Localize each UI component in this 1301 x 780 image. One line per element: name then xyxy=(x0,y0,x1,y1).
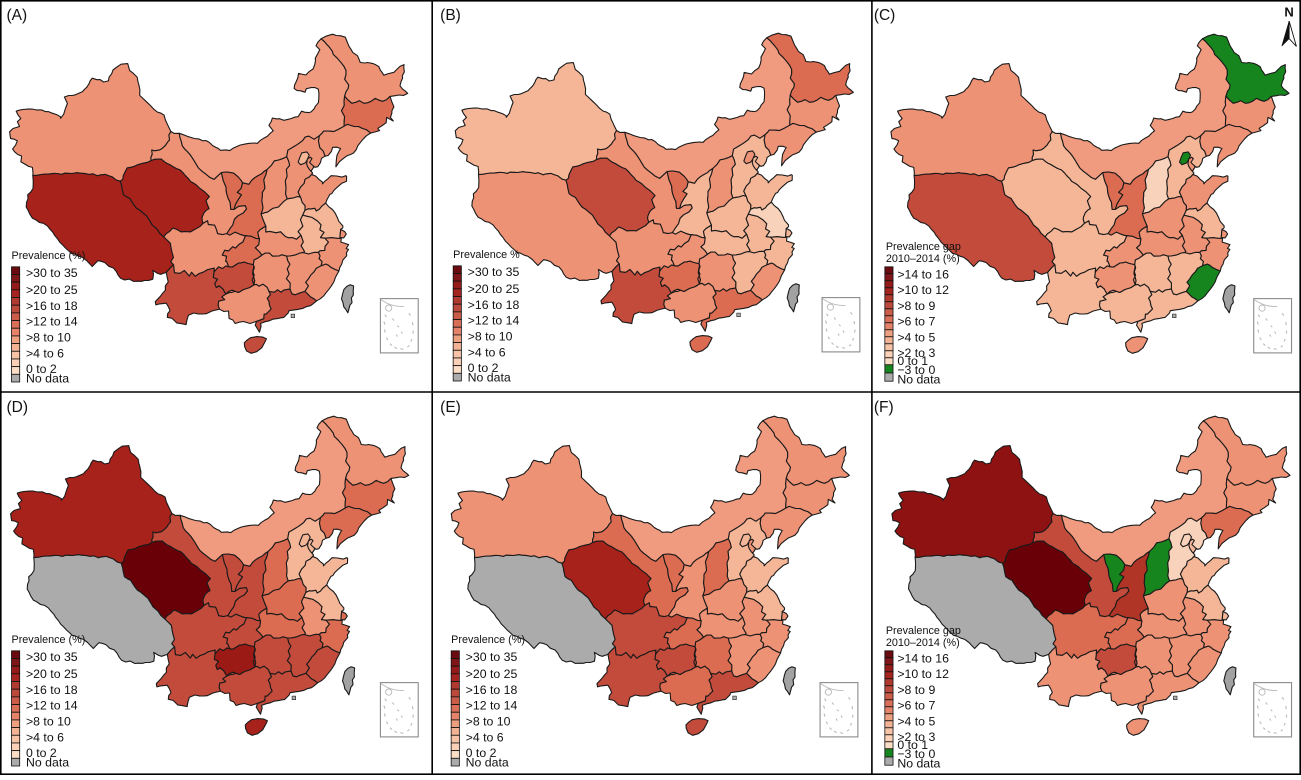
svg-text:>4 to 6: >4 to 6 xyxy=(466,731,504,745)
svg-text:0 to 2: 0 to 2 xyxy=(26,746,57,760)
svg-text:>20 to 25: >20 to 25 xyxy=(26,667,78,681)
svg-text:>16 to 18: >16 to 18 xyxy=(26,299,78,313)
svg-text:Prevalence gap: Prevalence gap xyxy=(886,241,961,253)
svg-text:>16 to 18: >16 to 18 xyxy=(468,298,520,312)
svg-text:Prevalence %: Prevalence % xyxy=(453,249,520,261)
svg-text:>16 to 18: >16 to 18 xyxy=(466,683,518,697)
svg-text:>4 to 5: >4 to 5 xyxy=(897,714,935,728)
svg-text:>20 to 25: >20 to 25 xyxy=(26,283,78,297)
svg-text:>30 to 35: >30 to 35 xyxy=(468,265,520,279)
svg-text:No data: No data xyxy=(468,370,511,384)
svg-text:>10 to 12: >10 to 12 xyxy=(897,667,949,681)
svg-text:>12 to 14: >12 to 14 xyxy=(468,314,520,328)
svg-text:>4 to 6: >4 to 6 xyxy=(26,731,64,745)
svg-text:>12 to 14: >12 to 14 xyxy=(26,315,78,329)
svg-text:>12 to 14: >12 to 14 xyxy=(466,699,518,713)
svg-text:N: N xyxy=(1284,5,1293,20)
svg-text:Prevalence (%): Prevalence (%) xyxy=(12,634,86,646)
svg-text:>2 to 3: >2 to 3 xyxy=(897,730,935,744)
svg-text:>12 to 14: >12 to 14 xyxy=(26,699,78,713)
svg-text:>16 to 18: >16 to 18 xyxy=(26,683,78,697)
svg-text:>4 to 5: >4 to 5 xyxy=(897,330,935,344)
svg-text:>2 to 3: >2 to 3 xyxy=(897,346,935,360)
svg-text:−3 to 0: −3 to 0 xyxy=(897,363,935,377)
svg-text:>6 to 7: >6 to 7 xyxy=(897,698,935,712)
svg-text:(C): (C) xyxy=(874,7,896,24)
svg-text:0 to 2: 0 to 2 xyxy=(26,362,57,376)
svg-text:>30 to 35: >30 to 35 xyxy=(466,650,518,664)
svg-text:2010–2014 (%): 2010–2014 (%) xyxy=(886,637,960,649)
svg-text:>20 to 25: >20 to 25 xyxy=(466,667,518,681)
svg-text:Prevalence (%): Prevalence (%) xyxy=(12,250,86,262)
svg-text:>4 to 6: >4 to 6 xyxy=(468,346,506,360)
svg-text:No data: No data xyxy=(26,755,69,769)
svg-text:>8 to 10: >8 to 10 xyxy=(26,715,71,729)
svg-text:Prevalence gap: Prevalence gap xyxy=(886,625,961,637)
svg-text:>4 to 6: >4 to 6 xyxy=(26,347,64,361)
svg-text:>8 to 9: >8 to 9 xyxy=(897,683,935,697)
svg-text:(D): (D) xyxy=(7,399,29,416)
svg-text:>8 to 9: >8 to 9 xyxy=(897,299,935,313)
svg-text:>30 to 35: >30 to 35 xyxy=(26,266,78,280)
svg-text:2010–2014 (%): 2010–2014 (%) xyxy=(886,253,960,265)
svg-text:(A): (A) xyxy=(7,7,28,24)
svg-text:>10 to 12: >10 to 12 xyxy=(897,283,949,297)
svg-text:(E): (E) xyxy=(440,399,461,416)
svg-text:0 to 2: 0 to 2 xyxy=(468,361,499,375)
svg-text:−3 to 0: −3 to 0 xyxy=(897,747,935,761)
svg-text:>8 to 10: >8 to 10 xyxy=(466,715,511,729)
svg-text:Prevalence (%): Prevalence (%) xyxy=(451,634,525,646)
svg-text:No data: No data xyxy=(897,757,940,771)
svg-text:(B): (B) xyxy=(440,7,461,24)
svg-text:>20 to 25: >20 to 25 xyxy=(468,282,520,296)
svg-text:0 to 1: 0 to 1 xyxy=(897,354,928,368)
svg-text:No data: No data xyxy=(897,373,940,387)
svg-text:>14 to 16: >14 to 16 xyxy=(897,267,949,281)
svg-text:No data: No data xyxy=(466,755,509,769)
svg-text:>8 to 10: >8 to 10 xyxy=(26,331,71,345)
svg-text:0 to 1: 0 to 1 xyxy=(897,738,928,752)
svg-text:No data: No data xyxy=(26,371,69,385)
svg-text:>30 to 35: >30 to 35 xyxy=(26,650,78,664)
svg-text:>6 to 7: >6 to 7 xyxy=(897,314,935,328)
svg-text:>14 to 16: >14 to 16 xyxy=(897,651,949,665)
svg-text:(F): (F) xyxy=(874,399,894,416)
svg-text:>8 to 10: >8 to 10 xyxy=(468,330,513,344)
svg-text:0 to 2: 0 to 2 xyxy=(466,746,497,760)
